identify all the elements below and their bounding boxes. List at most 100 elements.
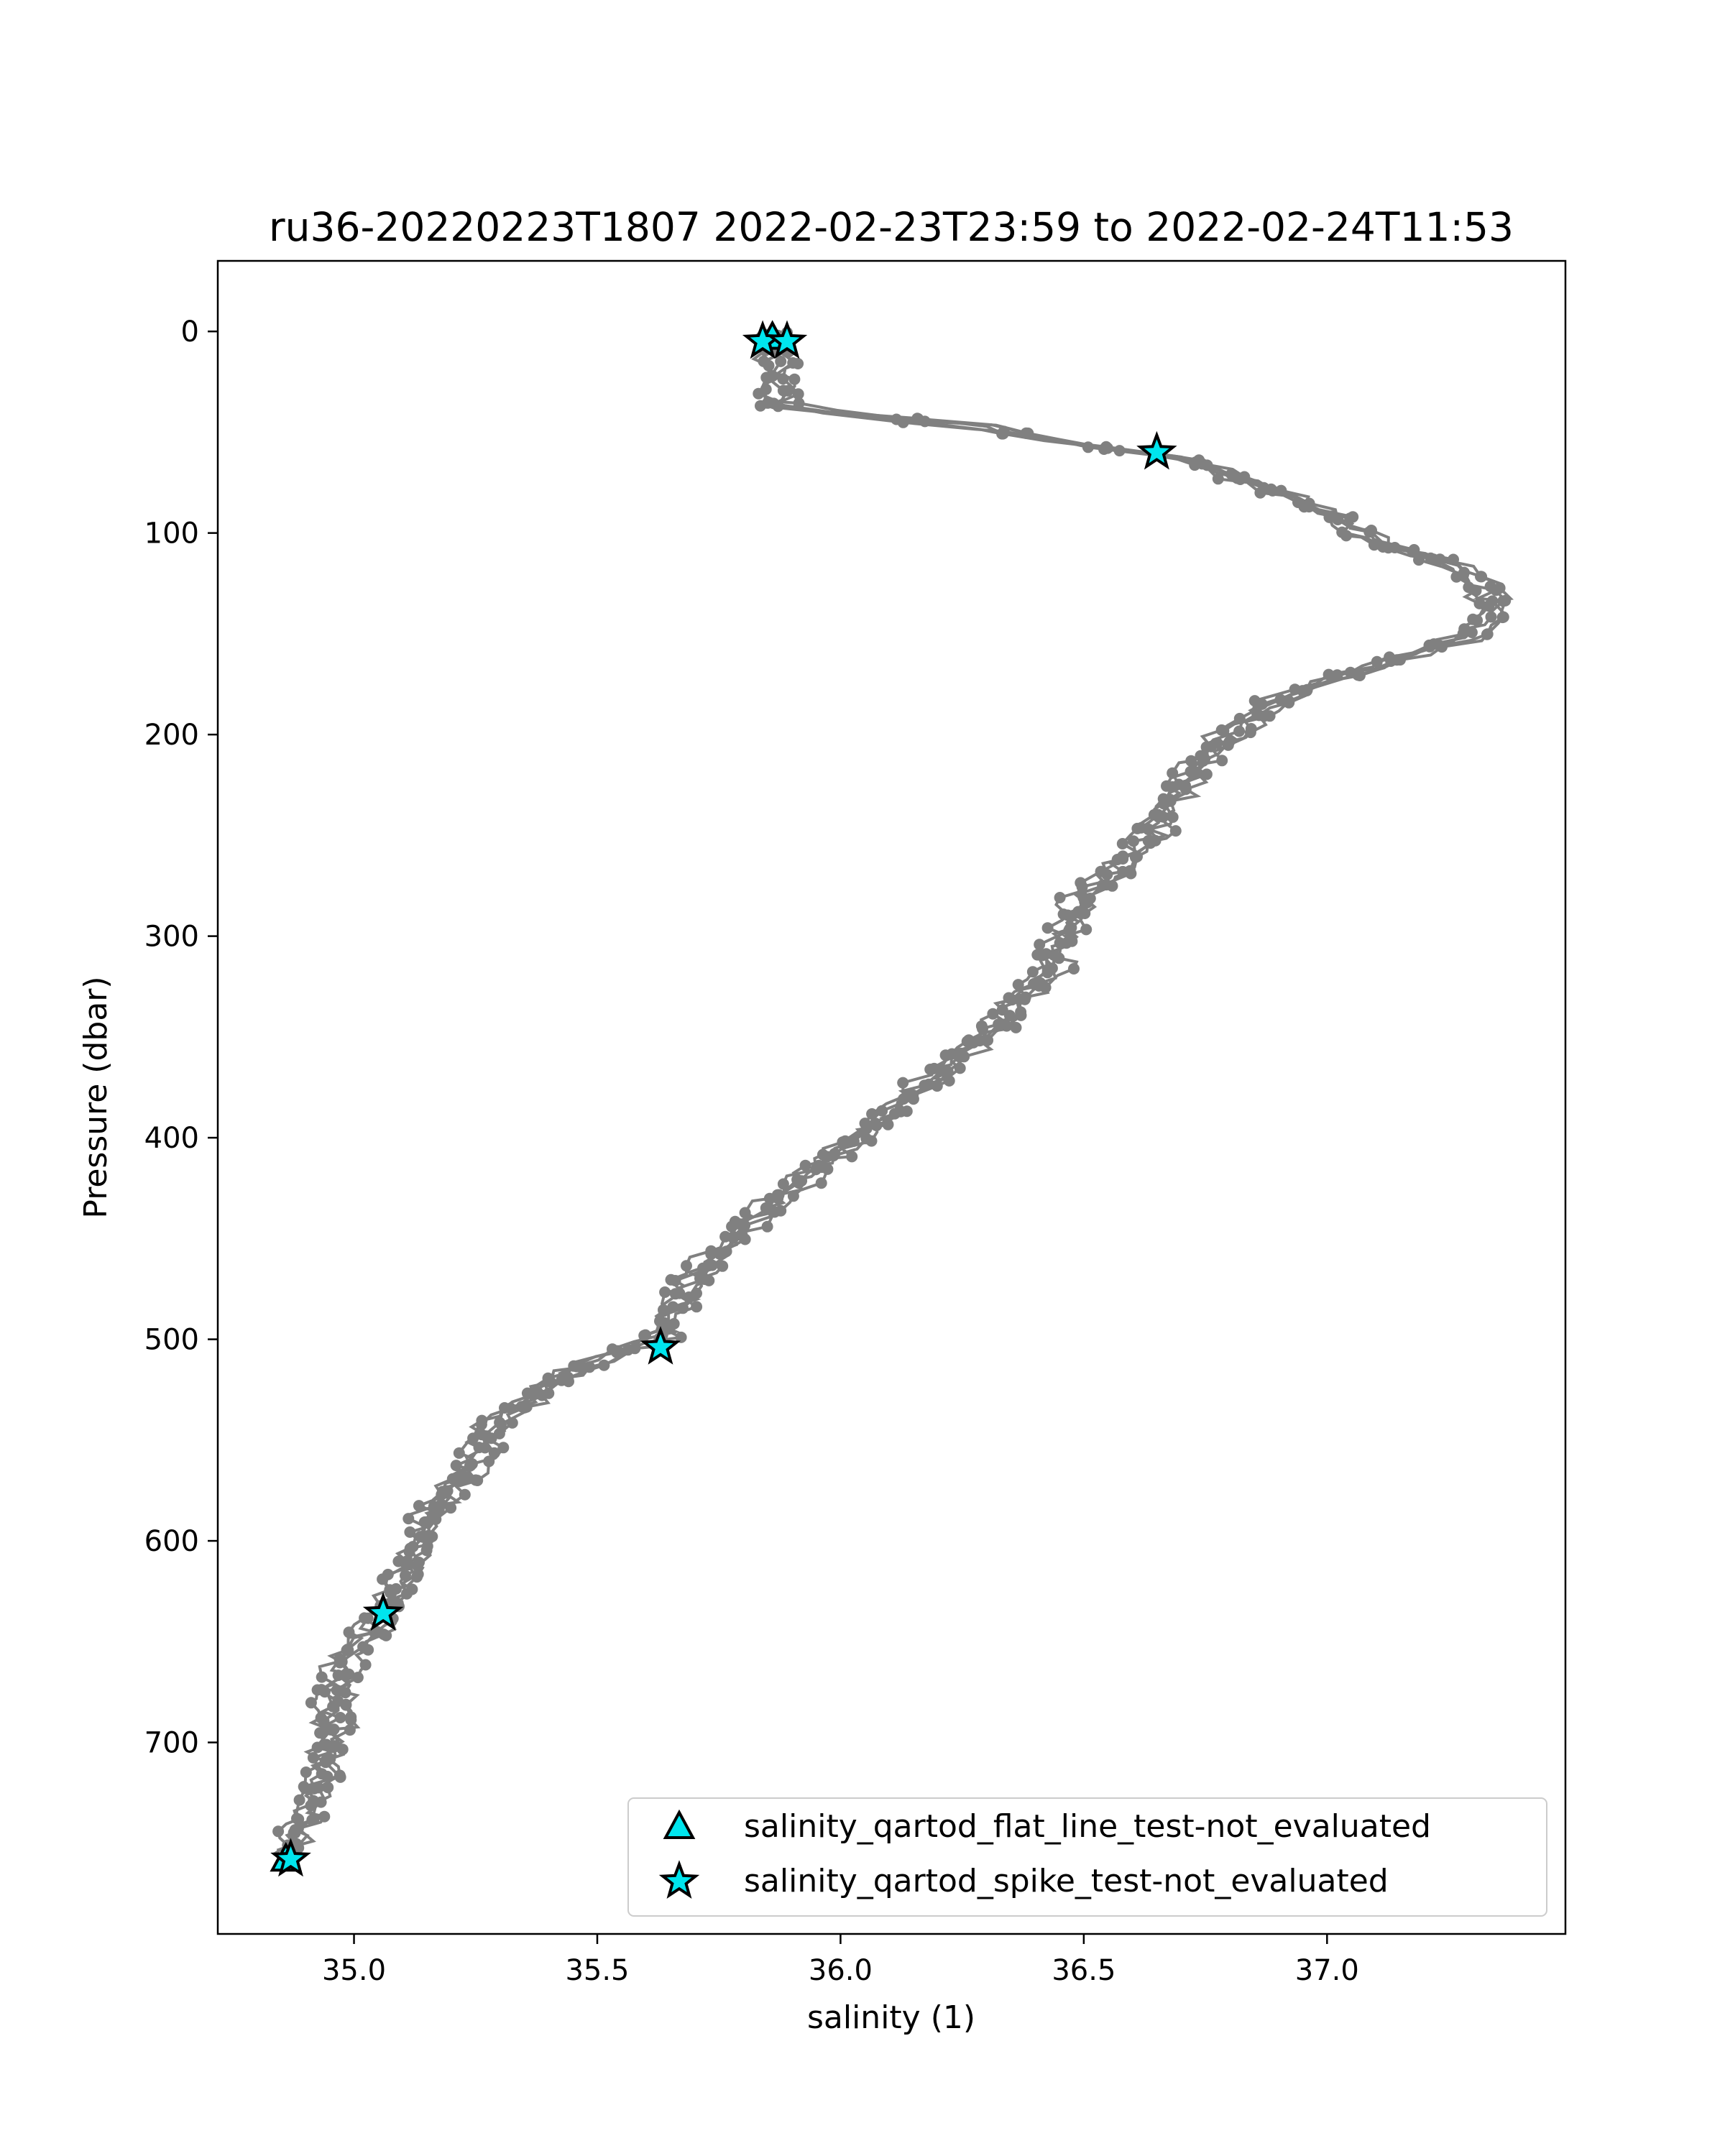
profile-point: [497, 1442, 510, 1454]
profile-point: [328, 1723, 340, 1736]
profile-point: [536, 1389, 548, 1401]
profile-point: [1057, 908, 1070, 921]
profile-point: [315, 1796, 327, 1808]
profile-point: [713, 1247, 725, 1259]
profile-point: [1344, 512, 1356, 525]
legend-item-spike: salinity_qartod_spike_test-not_evaluated: [658, 1860, 1389, 1899]
profile-point: [305, 1697, 317, 1709]
profile-point: [453, 1447, 465, 1459]
y-axis-label: Pressure (dbar): [78, 976, 114, 1218]
profile-point: [1116, 838, 1128, 849]
profile-cast-line: [283, 333, 1507, 1856]
profile-point: [1149, 834, 1162, 847]
profile-point: [1266, 484, 1279, 497]
profile-point: [607, 1343, 618, 1355]
profile-point: [1264, 710, 1276, 722]
profile-point: [876, 1105, 888, 1117]
x-tick-label: 36.5: [1052, 1954, 1116, 1987]
profile-point: [1436, 641, 1448, 653]
profile-point: [1486, 595, 1499, 607]
profile-point: [318, 1810, 331, 1823]
profile-point: [420, 1544, 433, 1557]
profile-point: [345, 1714, 357, 1726]
profile-point: [1129, 852, 1141, 863]
profile-point: [1128, 835, 1139, 847]
profile-point: [1053, 952, 1065, 964]
profile-point: [958, 1051, 970, 1063]
profile-point: [291, 1812, 303, 1825]
profile-point: [435, 1498, 447, 1511]
profile-point: [475, 1419, 487, 1431]
legend-frame: [627, 1797, 1547, 1917]
profile-point: [1164, 795, 1177, 807]
profile-point: [865, 1135, 878, 1147]
profile-point: [668, 1318, 680, 1330]
profile-point: [343, 1668, 355, 1680]
profile-point: [822, 1163, 834, 1175]
profile-point: [942, 1066, 954, 1077]
legend-star-marker: [658, 1860, 700, 1899]
spike-test-marker: [270, 1838, 311, 1877]
profile-point: [1448, 553, 1459, 566]
profile-point: [318, 1715, 330, 1727]
chart-title: ru36-20220223T1807 2022-02-23T23:59 to 2…: [269, 204, 1514, 250]
profile-point: [300, 1766, 312, 1778]
profile-point: [351, 1672, 364, 1684]
profile-point: [1196, 458, 1208, 470]
profile-point: [977, 1023, 988, 1035]
profile-point: [445, 1502, 457, 1514]
profile-point: [669, 1275, 681, 1286]
profile-point: [1467, 613, 1479, 625]
profile-point: [340, 1699, 352, 1711]
legend-triangle-marker: [663, 1809, 696, 1839]
profile-point: [791, 1174, 804, 1186]
profile-point: [777, 373, 789, 385]
profile-point: [792, 388, 804, 400]
profile-point: [1481, 628, 1493, 640]
profile-point: [739, 1207, 751, 1219]
profile-point: [1283, 696, 1295, 709]
profile-point: [919, 415, 931, 428]
legend-item-flat-line: salinity_qartod_flat_line_test-not_evalu…: [663, 1808, 1431, 1845]
profile-point: [1079, 908, 1091, 919]
profile-point: [1169, 825, 1182, 837]
profile-point: [362, 1644, 374, 1656]
profile-point: [758, 355, 770, 367]
profile-point: [1022, 427, 1034, 439]
profile-point: [772, 1192, 784, 1204]
profile-point: [1076, 880, 1088, 893]
profile-point: [1216, 755, 1228, 767]
profile-point: [476, 1429, 488, 1441]
profile-point: [390, 1583, 402, 1595]
profile-point: [1212, 473, 1224, 485]
flag-layer: [270, 320, 1177, 1877]
profile-point: [1010, 1021, 1022, 1033]
profile-point: [472, 1475, 484, 1486]
profile-point: [542, 1372, 554, 1384]
profile-point: [1200, 768, 1213, 780]
profile-point: [466, 1458, 478, 1470]
profile-point: [1161, 780, 1172, 792]
profile-point: [336, 1656, 348, 1668]
profile-point: [459, 1488, 471, 1501]
profile-point: [1365, 525, 1377, 538]
y-tick-label: 400: [144, 1122, 199, 1155]
profile-point: [495, 1418, 507, 1430]
profile-point: [412, 1568, 424, 1580]
y-tick-label: 600: [144, 1525, 199, 1558]
profile-point: [1336, 526, 1348, 538]
profile-point: [840, 1135, 851, 1147]
profile-point: [382, 1568, 394, 1580]
x-axis-ticks: 35.0 35.5 36.0 36.5 37.0: [322, 1934, 1359, 1987]
profile-point: [1253, 709, 1265, 722]
profile-point: [799, 1159, 811, 1171]
profile-point: [762, 372, 774, 384]
profile-point: [792, 358, 804, 369]
profile-point: [1003, 992, 1015, 1004]
profile-point: [1143, 824, 1155, 835]
profile-point: [439, 1487, 451, 1499]
profile-point: [1124, 865, 1136, 877]
profile-point: [377, 1628, 390, 1641]
profile-point: [1041, 922, 1054, 934]
